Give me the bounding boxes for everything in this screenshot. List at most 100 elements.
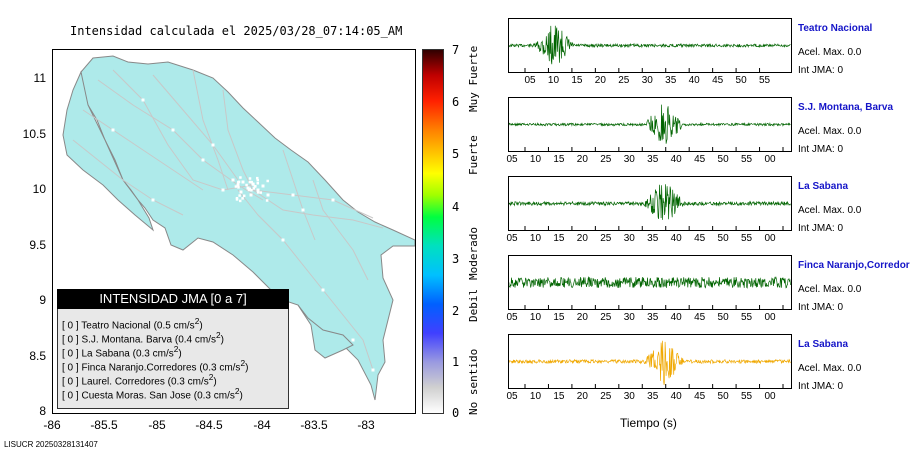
footer-id: LISUCR 20250328131407 (4, 440, 98, 449)
legend-accel: (0.3 cm/s (199, 362, 241, 374)
waveform-tick-label: 45 (694, 233, 706, 244)
colorbar-level: 6 (452, 95, 460, 109)
legend-close: ) (213, 376, 217, 388)
legend-item: [ 0 ] Finca Naranjo.Corredores (0.3 cm/s… (62, 358, 248, 373)
legend-level: [ 0 ] (62, 334, 79, 346)
waveform-panel (508, 255, 792, 310)
waveform-tick-label: 35 (665, 75, 677, 86)
time-axis-label: Tiempo (s) (620, 416, 677, 430)
waveform-tick-label: 05 (506, 312, 518, 323)
waveform-panel (508, 334, 792, 389)
waveform-tick-label: 20 (594, 75, 606, 86)
city-dot (242, 194, 246, 198)
map-xtick: -85 (148, 418, 166, 432)
colorbar-word: Muy Fuerte (467, 45, 480, 112)
city-markers (111, 98, 375, 372)
waveform-tick-row: 05 10 15 20 25 30 35 40 45 50 55 00 (506, 154, 790, 168)
waveform-tick-label: 40 (670, 312, 682, 323)
city-dot (245, 183, 248, 187)
map-xtick: -83.5 (300, 418, 328, 432)
colorbar-word: No sentido (467, 348, 480, 415)
waveform-tick-label: 50 (717, 391, 729, 402)
legend-close: ) (199, 320, 203, 332)
city-dot (111, 128, 115, 132)
colorbar-level: 3 (452, 252, 460, 266)
waveform-tick-label: 25 (618, 75, 630, 86)
city-dot (301, 208, 305, 212)
city-dot (331, 198, 335, 202)
station-accel: Acel. Max. 0.0 (798, 47, 862, 58)
waveform-tick-label: 05 (506, 391, 518, 402)
map-xtick: -86 (43, 418, 61, 432)
colorbar-word: Fuerte (467, 135, 480, 175)
legend-close: ) (239, 390, 243, 402)
waveform-svg (508, 184, 791, 230)
station-accel: Acel. Max. 0.0 (798, 284, 862, 295)
colorbar-word: Debil (467, 288, 480, 322)
waveform-tick-label: 50 (735, 75, 747, 86)
waveform-tick-label: 55 (740, 312, 753, 323)
colorbar-level: 2 (452, 304, 460, 318)
waveform-tick-label: 30 (623, 391, 635, 402)
legend-sup: 2 (234, 386, 240, 396)
waveform-tick-row: 05 10 15 20 25 30 35 40 45 50 55 00 (506, 233, 790, 247)
waveform-tick-label: 55 (758, 75, 771, 86)
city-dot (256, 176, 259, 180)
city-dot (241, 180, 245, 184)
city-dot (248, 177, 252, 180)
city-dot (231, 178, 235, 182)
map-title: Intensidad calculada el 2025/03/28_07:14… (70, 24, 403, 38)
waveform-trace (508, 275, 791, 289)
city-dot (256, 191, 260, 194)
legend-item: [ 0 ] Laurel. Corredores (0.3 cm/s2) (62, 372, 217, 387)
waveform-tick-label: 10 (529, 154, 542, 165)
colorbar-level: 4 (452, 200, 460, 214)
city-dot (247, 188, 251, 192)
legend-level: [ 0 ] (62, 348, 79, 360)
city-dot (371, 368, 375, 372)
waveform-tick-label: 25 (600, 233, 612, 244)
waveform-svg (508, 25, 791, 72)
waveform-tick-label: 25 (600, 154, 612, 165)
city-dot (236, 183, 240, 187)
waveform-tick-label: 35 (647, 233, 659, 244)
waveform-tick-label: 35 (647, 154, 659, 165)
legend-station: S.J. Montana. Barva (81, 334, 173, 346)
waveform-tick-label: 10 (547, 75, 560, 86)
colorbar-level: 7 (452, 43, 460, 57)
waveform-tick-label: 30 (623, 233, 635, 244)
legend-sup: 2 (240, 358, 246, 368)
waveform-tick-label: 15 (553, 391, 565, 402)
waveform-svg (508, 104, 791, 151)
waveform-tick-label: 15 (571, 75, 583, 86)
city-dot (321, 288, 325, 292)
waveform-tick-label: 15 (553, 312, 565, 323)
waveform-tick-label: 30 (623, 154, 635, 165)
legend-level: [ 0 ] (62, 390, 79, 402)
waveform-tick-label: 45 (694, 312, 706, 323)
waveform-tick-label: 40 (670, 154, 682, 165)
waveform-tick-label: 00 (764, 233, 776, 244)
waveform-tick-label: 05 (506, 154, 518, 165)
legend-item: [ 0 ] Teatro Nacional (0.5 cm/s2) (62, 316, 203, 331)
waveform-tick-label: 55 (740, 391, 753, 402)
waveform-trace (508, 184, 791, 220)
station-name: La Sabana (798, 339, 849, 350)
legend-station: Laurel. Corredores (81, 376, 165, 388)
waveform-tick-label: 25 (600, 391, 612, 402)
map-ytick: 9.5 (29, 238, 46, 252)
legend-sup: 2 (208, 372, 214, 382)
waveform-tick-label: 50 (717, 233, 729, 244)
map-xtick: -85.5 (90, 418, 118, 432)
waveform-tick-row: 05 10 15 20 25 30 35 40 45 50 55 00 (506, 391, 790, 405)
station-intensity: Int JMA: 0 (798, 381, 844, 392)
city-dot (254, 185, 257, 188)
waveform-tick-label: 25 (600, 312, 612, 323)
legend-level: [ 0 ] (62, 362, 79, 374)
waveform-tick-label: 45 (694, 391, 706, 402)
waveform-trace (508, 104, 791, 144)
station-name: La Sabana (798, 181, 849, 192)
station-intensity: Int JMA: 0 (798, 223, 844, 234)
legend-sup: 2 (215, 330, 221, 340)
city-dot (238, 194, 241, 197)
